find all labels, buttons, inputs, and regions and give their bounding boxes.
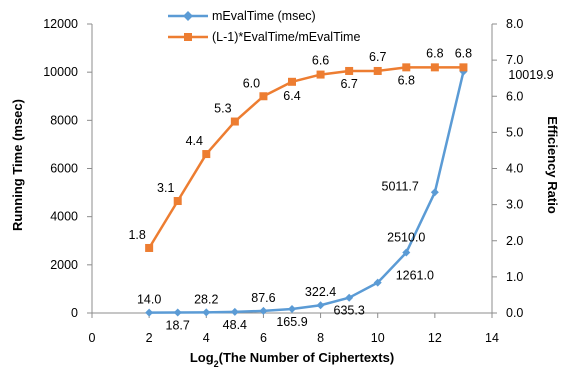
data-point-meval-time [145,308,154,317]
y2-tick-label: 8.0 [506,17,523,31]
series-efficiency-ratio [145,63,468,252]
data-point-meval-time [202,308,211,317]
data-point-meval-time [316,301,325,310]
data-label-efficiency-ratio: 6.8 [398,73,415,87]
data-label-meval-time: 48.4 [223,318,247,332]
y2-tick-label: 2.0 [506,234,523,248]
data-label-meval-time: 322.4 [305,285,336,299]
data-label-meval-time: 10019.9 [508,68,553,82]
data-point-efficiency-ratio [316,70,325,79]
data-point-efficiency-ratio [145,243,154,252]
series-line-efficiency-ratio [148,66,464,249]
x-tick-label: 6 [260,331,267,345]
data-label-meval-time: 165.9 [276,315,307,329]
data-label-efficiency-ratio: 4.4 [186,134,203,148]
series-meval-time [145,67,468,317]
legend-label-efficiency-ratio: (L-1)*EvalTime/mEvalTime [212,30,360,44]
y-tick-label: 2000 [50,258,78,272]
data-point-efficiency-ratio [402,63,411,72]
x-axis-title-subscript: 2 [214,359,219,369]
data-point-meval-time [373,278,382,287]
data-label-meval-time: 5011.7 [382,179,419,193]
data-point-efficiency-ratio [230,117,239,126]
data-point-meval-time [345,293,354,302]
data-point-efficiency-ratio [259,92,268,101]
y2-tick-label: 7.0 [506,53,523,67]
chart-axes: 0 2000 4000 6000 8000 10000 12000 0.0 1.0 2.0 3.0 4… [43,17,523,345]
data-point-efficiency-ratio [459,63,468,72]
legend-marker-square-icon [184,33,192,41]
legend-item-efficiency-ratio: (L-1)*EvalTime/mEvalTime [168,30,360,44]
data-point-efficiency-ratio [202,150,211,159]
data-label-meval-time: 87.6 [251,291,275,305]
y-tick-label: 4000 [50,210,78,224]
data-point-efficiency-ratio [345,66,354,75]
x-tick-label: 2 [146,331,153,345]
data-point-efficiency-ratio [373,66,382,75]
x-axis-title: Log2(The Number of Ciphertexts) [190,350,394,369]
y2-tick-label: 5.0 [506,125,523,139]
data-label-efficiency-ratio: 6.7 [340,77,357,91]
y2-tick-label: 4.0 [506,162,523,176]
y2-tick-label: 3.0 [506,198,523,212]
data-label-efficiency-ratio: 6.0 [243,76,260,90]
data-point-efficiency-ratio [430,63,439,72]
y-tick-label: 0 [71,306,78,320]
legend-marker-diamond-icon [183,11,193,21]
x-tick-label: 14 [485,331,499,345]
legend-item-meval-time: mEvalTime (msec) [168,9,316,23]
y2-tick-label: 6.0 [506,89,523,103]
x-tick-label: 10 [371,331,385,345]
data-label-efficiency-ratio: 6.8 [426,46,443,60]
data-point-meval-time [259,306,268,315]
data-point-meval-time [430,188,439,197]
y-tick-label: 12000 [43,17,78,31]
data-label-efficiency-ratio: 3.1 [157,181,174,195]
data-label-meval-time: 1261.0 [396,269,434,283]
data-label-meval-time: 635.3 [334,304,365,318]
data-label-meval-time: 28.2 [194,292,218,306]
data-label-efficiency-ratio: 6.7 [369,50,386,64]
y-tick-label: 6000 [50,162,78,176]
y2-axis-title: Efficiency Ratio [545,116,560,214]
y2-tick-label: 1.0 [506,270,523,284]
data-point-efficiency-ratio [288,77,296,86]
data-point-efficiency-ratio [173,197,182,206]
data-point-meval-time [288,305,296,314]
data-label-efficiency-ratio: 6.8 [455,46,472,60]
data-point-meval-time [173,308,182,317]
data-label-efficiency-ratio: 6.6 [312,54,329,68]
y2-tick-label: 0.0 [506,306,523,320]
data-label-meval-time: 18.7 [166,319,190,333]
legend: mEvalTime (msec) (L-1)*EvalTime/mEvalTim… [168,9,360,44]
y-tick-label: 8000 [50,113,78,127]
x-tick-label: 0 [89,331,96,345]
data-label-efficiency-ratio: 5.3 [214,102,231,116]
y-axis-title: Running Time (msec) [10,99,25,231]
data-point-meval-time [402,248,411,257]
data-label-efficiency-ratio: 6.4 [283,89,300,103]
data-point-meval-time [230,307,239,316]
data-label-efficiency-ratio: 1.8 [128,228,145,242]
x-tick-label: 4 [203,331,210,345]
data-label-meval-time: 14.0 [137,293,161,307]
x-tick-label: 8 [317,331,324,345]
legend-label-meval-time: mEvalTime (msec) [212,9,316,23]
series-line-meval-time [149,71,465,314]
data-label-meval-time: 2510.0 [387,231,425,245]
x-tick-label: 12 [428,331,442,345]
y-tick-label: 10000 [43,65,78,79]
